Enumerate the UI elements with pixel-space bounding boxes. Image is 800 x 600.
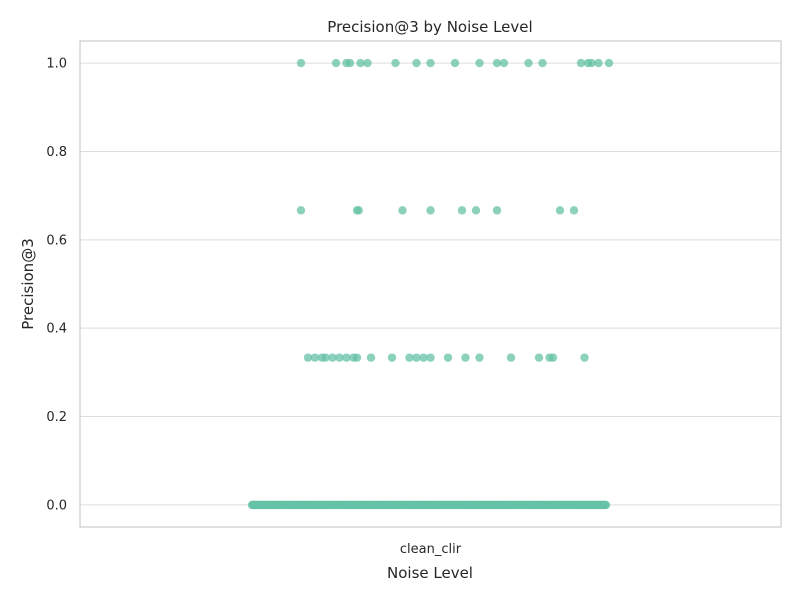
data-point: [471, 206, 481, 215]
data-point: [419, 353, 428, 362]
data-point: [363, 58, 372, 68]
y-tick-label: 0.0: [46, 498, 67, 513]
data-point: [387, 353, 397, 362]
chart-title: Precision@3 by Noise Level: [327, 18, 532, 36]
data-point: [506, 353, 516, 362]
data-point: [587, 58, 596, 68]
data-point: [303, 353, 313, 362]
data-point: [426, 58, 435, 68]
plot-frame: [79, 40, 782, 528]
data-point: [412, 353, 421, 362]
data-point: [576, 58, 586, 68]
data-point: [538, 58, 547, 68]
data-points: [247, 58, 614, 510]
data-point: [524, 58, 533, 68]
x-tick-label: clean_clir: [400, 542, 462, 557]
x-tick-labels: clean_clir: [400, 542, 462, 557]
data-point: [296, 58, 306, 68]
data-point: [426, 206, 435, 215]
data-point: [296, 206, 306, 215]
data-point: [412, 58, 421, 68]
data-point: [461, 353, 470, 362]
y-tick-labels: 0.0 0.2 0.4 0.6 0.8 1.0: [46, 57, 67, 514]
data-point: [475, 58, 484, 68]
data-point: [450, 58, 460, 68]
data-point: [328, 353, 337, 362]
data-point: [580, 353, 589, 362]
data-point: [335, 353, 344, 362]
y-tick-label: 0.8: [46, 145, 67, 160]
data-point: [594, 58, 603, 68]
data-point: [426, 353, 435, 362]
data-point: [443, 353, 453, 362]
data-point: [398, 206, 407, 215]
data-point: [354, 206, 363, 215]
y-tick-label: 1.0: [46, 57, 67, 72]
data-point: [492, 58, 502, 68]
y-tick-label: 0.6: [46, 233, 67, 248]
y-tick-label: 0.4: [46, 322, 67, 337]
data-point: [391, 58, 400, 68]
data-point: [366, 353, 376, 362]
data-point: [475, 353, 484, 362]
data-point: [492, 206, 502, 215]
data-point: [352, 353, 362, 362]
y-axis-title: Precision@3: [19, 238, 37, 329]
data-point: [499, 58, 509, 68]
data-point: [310, 353, 320, 362]
data-point: [457, 206, 467, 215]
data-point: [321, 353, 330, 362]
data-point: [604, 58, 614, 68]
data-point: [534, 353, 544, 362]
data-point: [331, 58, 341, 68]
data-point: [356, 58, 365, 68]
y-tick-label: 0.2: [46, 410, 67, 425]
data-point: [569, 206, 579, 215]
data-point: [548, 353, 558, 362]
data-point: [405, 353, 414, 362]
x-axis-title: Noise Level: [387, 564, 473, 582]
y-gridlines: [80, 62, 781, 506]
data-point: [342, 353, 351, 362]
data-point: [345, 58, 355, 68]
data-point: [601, 500, 611, 510]
data-point: [555, 206, 565, 215]
